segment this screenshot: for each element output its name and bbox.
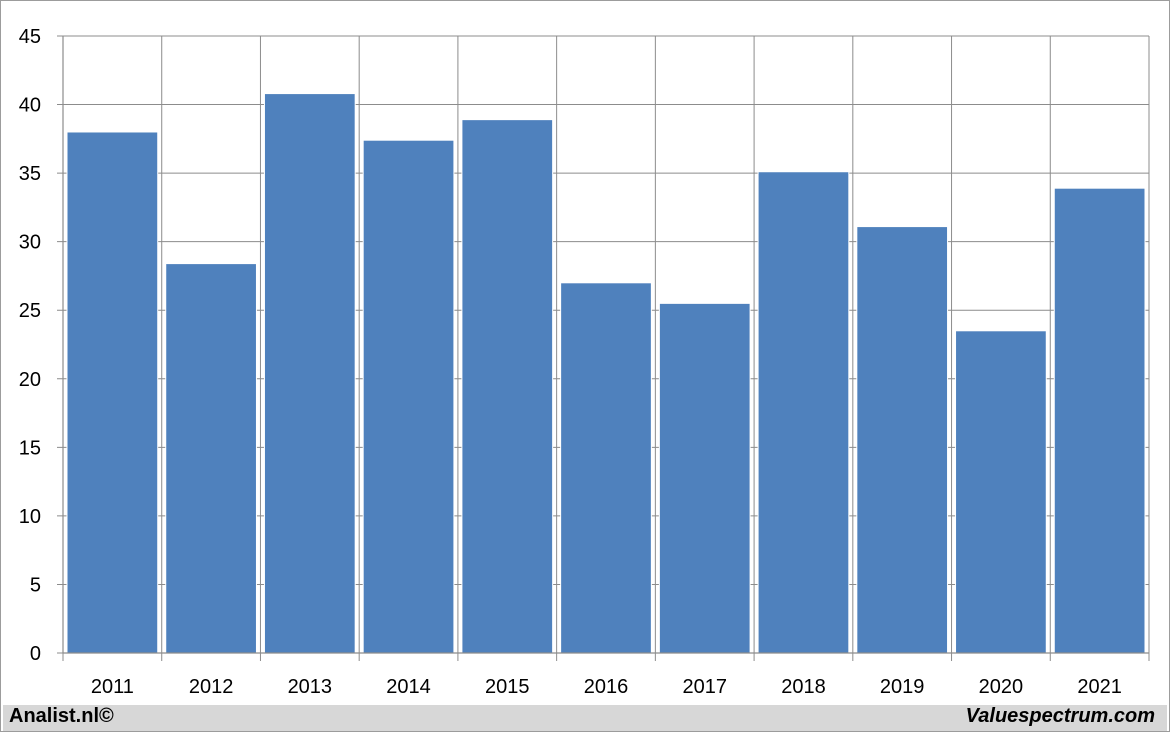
- bar-2017: [658, 302, 751, 654]
- y-tick-label: 10: [19, 506, 41, 528]
- x-tick-label: 2016: [584, 676, 629, 698]
- y-tick-labels: 0 5 10 15 20 25 30 35 40 45: [19, 26, 41, 665]
- y-tick-label: 20: [19, 369, 41, 391]
- bar-2012: [165, 263, 257, 654]
- footer-bar: Analist.nl© Valuespectrum.com: [3, 705, 1167, 731]
- bar-2015: [461, 119, 554, 654]
- y-tick-label: 5: [30, 574, 41, 596]
- bar-2018: [757, 171, 850, 654]
- bar-2011: [66, 131, 159, 654]
- axes: [62, 36, 1149, 654]
- bar-2016: [560, 282, 652, 654]
- x-tick-label: 2013: [288, 676, 333, 698]
- x-tick-label: 2019: [880, 676, 925, 698]
- y-tick-label: 45: [19, 26, 41, 48]
- bar-2014: [362, 139, 455, 654]
- x-tick-label: 2015: [485, 676, 530, 698]
- x-tick-label: 2012: [189, 676, 234, 698]
- valuespectrum-credit: Valuespectrum.com: [965, 705, 1155, 727]
- x-tick-label: 2018: [781, 676, 826, 698]
- bar-2019: [856, 226, 949, 654]
- x-tick-labels: 2011 2012 2013 2014 2015 2016 2017 2018 2019 2020…: [91, 676, 1122, 698]
- x-tick-label: 2017: [682, 676, 727, 698]
- analist-credit: Analist.nl©: [9, 705, 114, 727]
- y-tick-label: 0: [30, 643, 41, 665]
- y-tick-label: 15: [19, 437, 41, 459]
- x-tick-label: 2020: [979, 676, 1024, 698]
- bar-2020: [955, 330, 1047, 654]
- x-tick-label: 2014: [386, 676, 431, 698]
- y-tick-label: 25: [19, 300, 41, 322]
- y-tick-label: 40: [19, 95, 41, 117]
- y-tick-label: 35: [19, 163, 41, 185]
- bar-2013: [263, 93, 356, 654]
- bar-2021: [1053, 187, 1146, 654]
- bar-series: [66, 93, 1146, 654]
- x-tick-label: 2011: [91, 676, 134, 698]
- y-tick-label: 30: [19, 232, 41, 254]
- x-tick-label: 2021: [1077, 676, 1122, 698]
